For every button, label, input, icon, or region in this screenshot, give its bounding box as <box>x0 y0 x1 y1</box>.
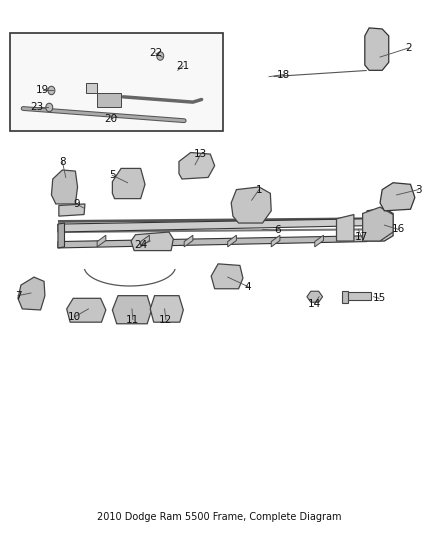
Text: 12: 12 <box>159 314 173 325</box>
Circle shape <box>157 52 164 60</box>
Text: 18: 18 <box>277 70 290 79</box>
Polygon shape <box>113 168 145 199</box>
Polygon shape <box>365 28 389 70</box>
Text: 21: 21 <box>177 61 190 71</box>
Bar <box>10 33 223 131</box>
Polygon shape <box>228 235 237 247</box>
Text: 17: 17 <box>355 232 368 243</box>
Polygon shape <box>113 296 152 324</box>
Text: 19: 19 <box>36 85 49 95</box>
Bar <box>86 83 97 93</box>
Polygon shape <box>58 219 367 232</box>
Polygon shape <box>18 277 45 310</box>
Polygon shape <box>97 235 106 247</box>
Bar <box>345 293 371 301</box>
Circle shape <box>48 86 55 95</box>
Text: 4: 4 <box>245 281 251 292</box>
Polygon shape <box>184 235 193 247</box>
Text: 13: 13 <box>194 149 207 159</box>
Polygon shape <box>307 291 322 302</box>
Text: 5: 5 <box>109 171 116 180</box>
Text: 6: 6 <box>275 225 281 236</box>
Text: 24: 24 <box>134 240 147 251</box>
Circle shape <box>46 103 53 112</box>
Text: 2: 2 <box>405 43 412 53</box>
Polygon shape <box>179 152 215 179</box>
Polygon shape <box>231 187 271 223</box>
Polygon shape <box>367 208 393 241</box>
Bar <box>342 291 348 303</box>
Text: 9: 9 <box>73 199 80 209</box>
Text: 22: 22 <box>149 49 162 58</box>
Polygon shape <box>131 232 173 251</box>
Text: 8: 8 <box>59 157 66 166</box>
Bar <box>97 93 121 108</box>
Text: 23: 23 <box>31 102 44 112</box>
Text: 14: 14 <box>308 298 321 309</box>
Text: 10: 10 <box>68 312 81 322</box>
Polygon shape <box>58 236 367 248</box>
Text: 15: 15 <box>373 293 386 303</box>
Polygon shape <box>336 215 354 241</box>
Text: 20: 20 <box>105 114 118 124</box>
Text: 1: 1 <box>256 184 262 195</box>
Polygon shape <box>380 183 415 211</box>
Text: 3: 3 <box>415 184 422 195</box>
Text: 7: 7 <box>14 290 21 301</box>
Polygon shape <box>59 204 85 216</box>
Polygon shape <box>363 207 393 241</box>
Polygon shape <box>271 235 280 247</box>
Polygon shape <box>67 298 106 322</box>
Polygon shape <box>51 170 78 204</box>
Polygon shape <box>150 296 184 322</box>
Text: 16: 16 <box>392 224 405 235</box>
Text: 2010 Dodge Ram 5500 Frame, Complete Diagram: 2010 Dodge Ram 5500 Frame, Complete Diag… <box>97 512 341 522</box>
Polygon shape <box>315 235 323 247</box>
Polygon shape <box>58 223 64 248</box>
Polygon shape <box>211 264 243 289</box>
Polygon shape <box>141 235 149 247</box>
Text: 11: 11 <box>126 314 139 325</box>
